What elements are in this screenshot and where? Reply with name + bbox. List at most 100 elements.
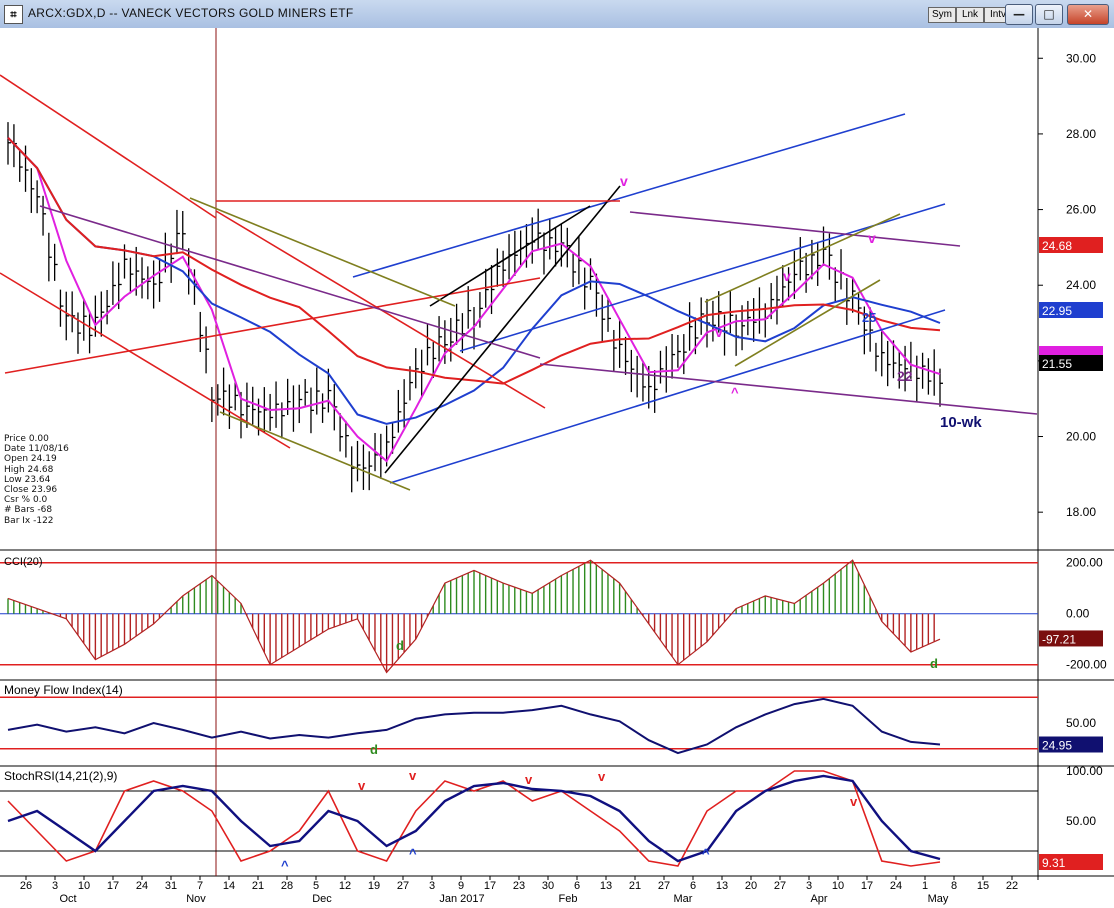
price-tag (1039, 302, 1103, 318)
info-value: 24.19 (30, 454, 57, 465)
mfi-panel[interactable]: 50.00 24.95 d (0, 696, 1103, 757)
stochrsi-panel[interactable]: 100.00 50.00 9.31 v v v v v ^ ^ ^ (0, 764, 1103, 873)
x-month-label: Oct (59, 893, 76, 905)
x-tick-label: 27 (658, 880, 670, 892)
info-label: Bar Ix (4, 515, 34, 526)
info-row: Bar Ix -122 (4, 516, 84, 526)
price-tag (1039, 237, 1103, 253)
info-value: 0.0 (32, 495, 48, 506)
x-tick-label: 13 (600, 880, 612, 892)
price-tag (1039, 355, 1103, 371)
annotation-22: 22 (897, 368, 913, 384)
annotation-25: 25 (862, 310, 876, 325)
close-icon[interactable]: ✕ (1067, 4, 1109, 25)
mfi-value-label: 24.95 (1042, 739, 1072, 753)
mfi-title: Money Flow Index(14) (4, 683, 123, 697)
info-value: -68 (37, 505, 53, 516)
info-value: 23.64 (24, 474, 51, 485)
x-tick-label: 19 (368, 880, 380, 892)
x-tick-label: 30 (542, 880, 554, 892)
info-label: # Bars (4, 505, 38, 516)
info-value: 11/08/16 (28, 444, 69, 455)
stoch-signal-line (7, 774, 941, 863)
trendline (39, 205, 541, 359)
x-tick-label: 5 (313, 880, 319, 892)
info-value: -122 (33, 515, 54, 526)
info-row: Price 0.00 (4, 434, 84, 444)
y-tick-label: 28.00 (1066, 127, 1096, 141)
info-row: Open 24.19 (4, 454, 84, 464)
y-tick-label: 50.00 (1066, 716, 1096, 730)
x-tick-label: 21 (252, 880, 264, 892)
symbol-link-button[interactable]: Sym (928, 7, 956, 23)
cci-value-tag (1039, 630, 1103, 647)
x-tick-label: 31 (165, 880, 177, 892)
y-tick-label: 100.00 (1066, 764, 1103, 778)
trendline (219, 411, 411, 491)
panel-labels: CCI(20) Money Flow Index(14) StochRSI(14,2… (4, 556, 123, 783)
stoch-annotation-v: v (409, 768, 417, 783)
y-tick-label: 30.00 (1066, 51, 1096, 65)
stoch-annotation-up: ^ (281, 858, 289, 873)
y-tick-label: 0.00 (1066, 607, 1090, 621)
x-tick-label: 17 (107, 880, 119, 892)
info-label: Close (4, 485, 32, 496)
cci-value-label: -97.21 (1042, 632, 1076, 646)
mfi-line (7, 697, 941, 755)
cci-panel[interactable]: 200.00 0.00 -200.00 -97.21 d d (0, 556, 1107, 674)
stochrsi-title: StochRSI(14,21(2),9) (4, 769, 117, 783)
info-row: High 24.68 (4, 465, 84, 475)
info-label: Open (4, 454, 31, 465)
info-value: 0.00 (28, 434, 49, 444)
x-tick-label: 1 (922, 880, 928, 892)
trendline (429, 205, 591, 307)
x-tick-label: 3 (429, 880, 435, 892)
price-tag-label: 24.68 (1042, 239, 1072, 253)
x-axis: 26 3 10 17 24 31 7 14 21 28 5 12 19 27 3 9 17 23 30 6 13 21 27… (20, 876, 1018, 905)
cci-line (7, 559, 941, 674)
trendline (459, 203, 946, 352)
info-label: Price (4, 434, 29, 444)
trendline (704, 213, 901, 303)
x-tick-label: 24 (136, 880, 148, 892)
title-bar[interactable]: ⌗ ARCX:GDX,D -- VANECK VECTORS GOLD MINE… (0, 0, 1114, 29)
y-tick-label: -200.00 (1066, 658, 1107, 672)
stoch-annotation-v: v (358, 778, 366, 793)
x-tick-label: 7 (197, 880, 203, 892)
chart-canvas[interactable]: 30.0028.0026.0024.0022.0020.0018.0025221… (0, 28, 1114, 908)
cci-annotation-d: d (396, 638, 404, 653)
info-row: Date 11/08/16 (4, 444, 84, 454)
price-panel[interactable]: 30.0028.0026.0024.0022.0020.0018.0025221… (0, 51, 1103, 519)
x-tick-label: 27 (397, 880, 409, 892)
info-label: Date (4, 444, 29, 455)
x-tick-label: 3 (806, 880, 812, 892)
x-tick-label: 28 (281, 880, 293, 892)
window-title: ARCX:GDX,D -- VANECK VECTORS GOLD MINERS… (28, 6, 354, 20)
minimize-icon[interactable]: — (1005, 4, 1033, 25)
y-tick-label: 18.00 (1066, 505, 1096, 519)
stoch-annotation-v: v (850, 794, 858, 809)
maximize-icon[interactable]: □ (1035, 4, 1063, 25)
y-tick-label: 24.00 (1066, 278, 1096, 292)
annotation-v: v (783, 268, 791, 284)
trendline (629, 211, 961, 247)
chart-frame (0, 28, 1114, 908)
x-month-label: Apr (810, 893, 827, 905)
info-row: Close 23.96 (4, 485, 84, 495)
chart-background (0, 28, 1114, 908)
annotation-up: ^ (731, 385, 739, 400)
trendline (0, 272, 291, 449)
link-button[interactable]: Lnk (956, 7, 984, 23)
y-tick-label: 26.00 (1066, 203, 1096, 217)
stoch-annotation-up: ^ (409, 846, 417, 861)
trendline (0, 74, 217, 219)
trendline (539, 363, 1038, 415)
x-tick-label: 6 (690, 880, 696, 892)
info-value: 24.68 (27, 464, 54, 475)
annotation-v: v (715, 324, 723, 340)
trendline (189, 197, 456, 307)
x-month-label: Jan 2017 (439, 893, 484, 905)
x-tick-label: 17 (484, 880, 496, 892)
stoch-value-label: 9.31 (1042, 856, 1066, 870)
stoch-value-tag (1039, 854, 1103, 870)
